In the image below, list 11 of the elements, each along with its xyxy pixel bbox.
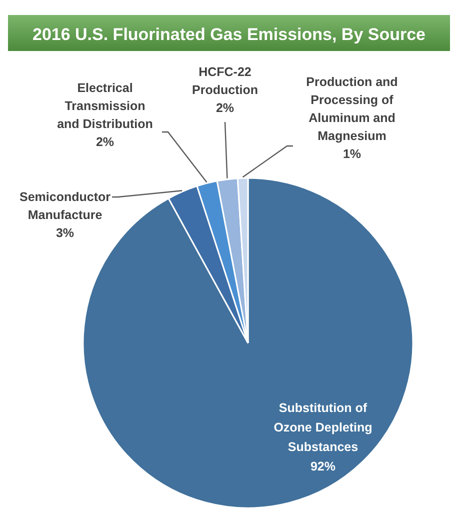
- data-label: 92%: [310, 460, 336, 474]
- slice-label: Semiconductor Manufacture: [20, 190, 111, 222]
- chart-title: 2016 U.S. Fluorinated Gas Emissions, By Source: [32, 25, 426, 44]
- data-label: 3%: [56, 226, 74, 240]
- slice-label: Electrical Transmission and Distribution: [57, 81, 153, 131]
- data-label: 2%: [216, 101, 234, 115]
- data-label: 1%: [342, 147, 362, 161]
- data-label: 2%: [96, 135, 114, 149]
- slice-label: Substitution of Ozone Depleting Substances: [274, 401, 372, 454]
- slice-label: HCFC-22 Production: [192, 65, 258, 97]
- slice-label: Production and Processing of Aluminum and Magnesium: [306, 75, 398, 143]
